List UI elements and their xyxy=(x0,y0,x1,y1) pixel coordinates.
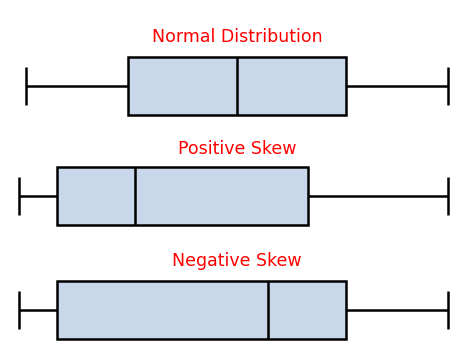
Bar xyxy=(57,281,346,339)
Bar xyxy=(57,167,308,225)
Text: Negative Skew: Negative Skew xyxy=(172,252,302,270)
Bar xyxy=(128,57,346,115)
Text: Normal Distribution: Normal Distribution xyxy=(152,28,322,46)
Text: Positive Skew: Positive Skew xyxy=(178,140,296,158)
